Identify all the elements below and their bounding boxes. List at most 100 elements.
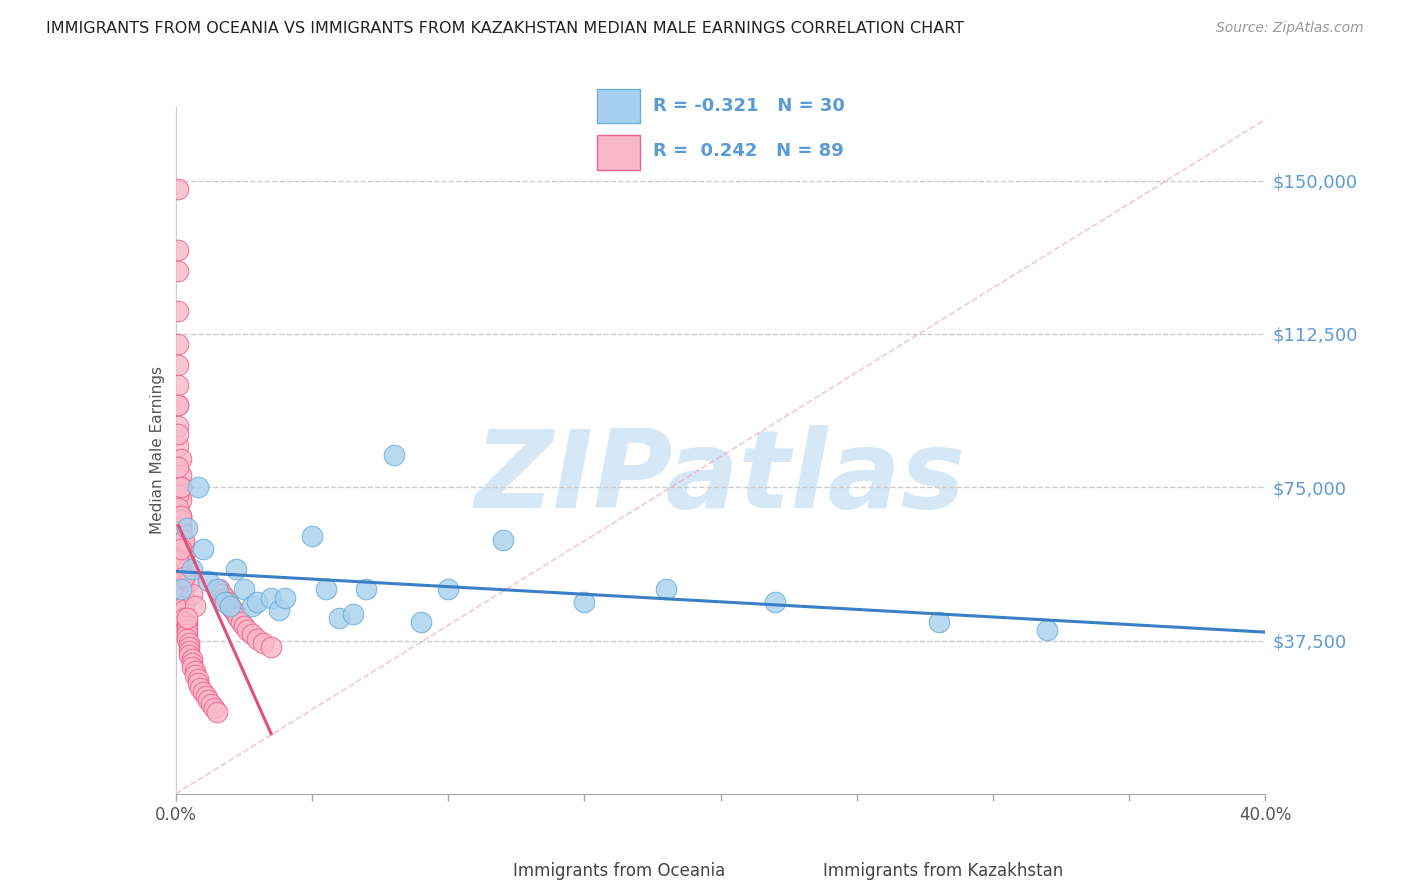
Point (342, 607, 364, 621)
Point (240, 599, 263, 613)
Point (173, 549, 195, 564)
Point (194, 689, 217, 703)
Point (181, 652, 204, 666)
Point (173, 578, 195, 592)
Point (315, 582, 337, 597)
Point (655, 582, 678, 597)
Text: ZIPatlas: ZIPatlas (475, 425, 966, 531)
Point (179, 635, 201, 649)
Y-axis label: Median Male Earnings: Median Male Earnings (149, 367, 165, 534)
Point (214, 595, 236, 609)
Point (170, 521, 193, 535)
Point (928, 615, 950, 630)
Point (197, 693, 219, 707)
Point (170, 492, 193, 507)
Point (173, 570, 195, 584)
Point (246, 632, 269, 646)
Point (179, 644, 201, 658)
Point (173, 570, 195, 584)
Point (176, 627, 198, 641)
Point (186, 673, 209, 687)
Point (170, 525, 193, 540)
Point (167, 378, 190, 392)
Point (763, 595, 786, 609)
Point (232, 619, 254, 633)
Point (167, 439, 190, 453)
Point (219, 599, 242, 613)
Point (222, 603, 245, 617)
Point (269, 603, 291, 617)
Point (574, 595, 596, 609)
Point (260, 640, 283, 654)
Point (179, 648, 201, 662)
Point (240, 627, 263, 641)
Point (173, 599, 195, 613)
Point (170, 562, 193, 576)
Point (232, 582, 254, 597)
Point (167, 263, 190, 277)
Point (176, 624, 198, 638)
Point (167, 418, 190, 433)
Point (167, 554, 190, 568)
Point (217, 595, 239, 609)
Point (170, 513, 193, 527)
Point (170, 541, 193, 556)
FancyBboxPatch shape (596, 89, 640, 123)
Point (179, 574, 201, 589)
Point (235, 624, 257, 638)
Point (167, 337, 190, 351)
Point (184, 664, 207, 679)
Point (170, 549, 193, 564)
Point (173, 591, 195, 605)
Point (184, 668, 207, 682)
Point (181, 586, 204, 600)
Point (200, 697, 222, 711)
Point (181, 656, 204, 670)
Point (492, 533, 515, 548)
Point (1036, 624, 1059, 638)
Point (225, 562, 247, 576)
Point (225, 607, 247, 621)
Point (170, 451, 193, 466)
Point (328, 611, 350, 625)
Point (301, 529, 323, 543)
Point (211, 586, 233, 600)
Point (231, 615, 253, 630)
Text: IMMIGRANTS FROM OCEANIA VS IMMIGRANTS FROM KAZAKHSTAN MEDIAN MALE EARNINGS CORRE: IMMIGRANTS FROM OCEANIA VS IMMIGRANTS FR… (46, 21, 965, 37)
Text: Immigrants from Oceania: Immigrants from Oceania (513, 863, 725, 880)
Point (170, 467, 193, 482)
Text: R = -0.321   N = 30: R = -0.321 N = 30 (652, 97, 845, 115)
Point (167, 358, 190, 372)
Point (191, 684, 214, 698)
Point (170, 508, 193, 523)
Point (167, 304, 190, 318)
Point (173, 537, 195, 551)
FancyBboxPatch shape (596, 136, 640, 169)
Point (170, 508, 193, 523)
Point (184, 599, 207, 613)
Point (197, 574, 219, 589)
Point (205, 582, 228, 597)
Point (252, 635, 274, 649)
Text: Source: ZipAtlas.com: Source: ZipAtlas.com (1216, 21, 1364, 36)
Point (176, 619, 198, 633)
Point (170, 480, 193, 494)
Point (246, 595, 269, 609)
Point (214, 591, 236, 605)
Point (188, 681, 211, 695)
Point (170, 480, 193, 494)
Point (437, 582, 460, 597)
Point (176, 632, 198, 646)
Point (205, 705, 228, 719)
Point (173, 582, 195, 597)
Point (167, 182, 190, 196)
Point (186, 480, 209, 494)
Point (191, 541, 214, 556)
Point (409, 615, 432, 630)
Point (202, 701, 225, 715)
Point (173, 611, 195, 625)
Point (356, 582, 378, 597)
Point (170, 582, 193, 597)
Point (181, 562, 204, 576)
Point (274, 591, 297, 605)
